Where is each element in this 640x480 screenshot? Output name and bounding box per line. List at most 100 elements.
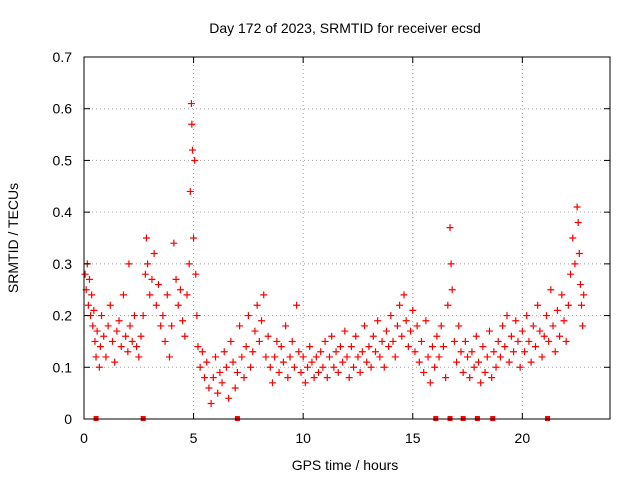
data-point	[144, 260, 152, 268]
data-point	[271, 353, 279, 361]
data-point	[236, 322, 244, 330]
data-point	[229, 358, 237, 366]
data-point	[580, 291, 588, 299]
data-point	[244, 312, 252, 320]
data-point	[418, 337, 426, 345]
data-point	[192, 270, 200, 278]
data-point	[282, 322, 290, 330]
data-point	[233, 368, 241, 376]
data-point	[187, 100, 195, 108]
data-point	[264, 332, 272, 340]
data-point	[459, 368, 467, 376]
data-point	[516, 363, 524, 371]
data-point	[571, 260, 579, 268]
x-tick-label: 10	[295, 430, 311, 446]
data-point	[428, 343, 436, 351]
data-point	[494, 337, 502, 345]
data-point	[159, 312, 167, 320]
data-point	[251, 327, 259, 335]
data-point	[207, 399, 215, 407]
data-point	[260, 291, 268, 299]
data-point	[102, 353, 110, 361]
data-point	[227, 337, 235, 345]
data-point	[529, 322, 537, 330]
data-point	[137, 332, 145, 340]
y-axis-tick-labels: 0 0.1 0.2 0.3 0.4 0.5 0.6 0.7	[53, 49, 73, 427]
data-point	[104, 322, 112, 330]
data-point	[222, 363, 230, 371]
data-point	[188, 146, 196, 154]
data-point	[356, 368, 364, 376]
data-point	[536, 327, 544, 335]
data-point	[477, 379, 485, 387]
data-point	[464, 353, 472, 361]
data-point	[133, 343, 141, 351]
data-point	[240, 374, 248, 382]
data-point	[125, 260, 133, 268]
data-point	[545, 337, 553, 345]
data-point	[468, 348, 476, 356]
data-point	[483, 353, 491, 361]
y-tick-label: 0.2	[53, 308, 73, 324]
data-point	[193, 312, 201, 320]
data-point	[163, 291, 171, 299]
data-point	[400, 291, 408, 299]
data-point	[321, 337, 329, 345]
data-point	[328, 332, 336, 340]
data-point	[203, 358, 211, 366]
data-point	[247, 363, 255, 371]
data-point	[573, 203, 581, 211]
data-point	[549, 322, 557, 330]
data-point	[490, 348, 498, 356]
data-point	[155, 281, 163, 289]
data-point	[369, 332, 377, 340]
data-point	[472, 332, 480, 340]
data-point	[262, 353, 270, 361]
data-point	[81, 270, 89, 278]
data-point	[521, 348, 529, 356]
data-point	[437, 322, 445, 330]
data-point	[562, 337, 570, 345]
data-point	[273, 337, 281, 345]
data-point	[148, 275, 156, 283]
data-point	[578, 301, 586, 309]
data-point	[191, 156, 199, 164]
data-point	[358, 348, 366, 356]
y-tick-label: 0.5	[53, 152, 73, 168]
plot-frame	[83, 56, 611, 420]
data-point	[183, 291, 191, 299]
data-point	[135, 353, 143, 361]
data-point	[286, 353, 294, 361]
data-point	[466, 374, 474, 382]
data-point	[238, 353, 246, 361]
data-point	[553, 306, 561, 314]
data-point	[446, 224, 454, 232]
data-point	[558, 291, 566, 299]
chart-title: Day 172 of 2023, SRMTID for receiver ecs…	[209, 20, 481, 36]
data-point	[510, 348, 518, 356]
data-point	[569, 234, 577, 242]
data-point	[574, 218, 582, 226]
data-point	[115, 317, 123, 325]
data-point	[268, 379, 276, 387]
data-point	[205, 384, 213, 392]
data-point	[288, 337, 296, 345]
data-point	[518, 327, 526, 335]
data-point	[371, 348, 379, 356]
data-point	[185, 260, 193, 268]
axis-ticks	[83, 56, 610, 420]
data-point	[363, 358, 371, 366]
data-point	[334, 368, 342, 376]
data-point	[93, 327, 101, 335]
data-point	[325, 353, 333, 361]
data-point	[152, 301, 160, 309]
data-point	[411, 348, 419, 356]
data-point	[108, 337, 116, 345]
x-axis-tick-labels: 0 5 10 15 20	[80, 430, 530, 446]
data-point	[435, 353, 443, 361]
data-point	[385, 343, 393, 351]
data-point	[501, 343, 509, 351]
data-point	[113, 327, 121, 335]
data-point	[212, 353, 219, 361]
data-point	[196, 363, 204, 371]
